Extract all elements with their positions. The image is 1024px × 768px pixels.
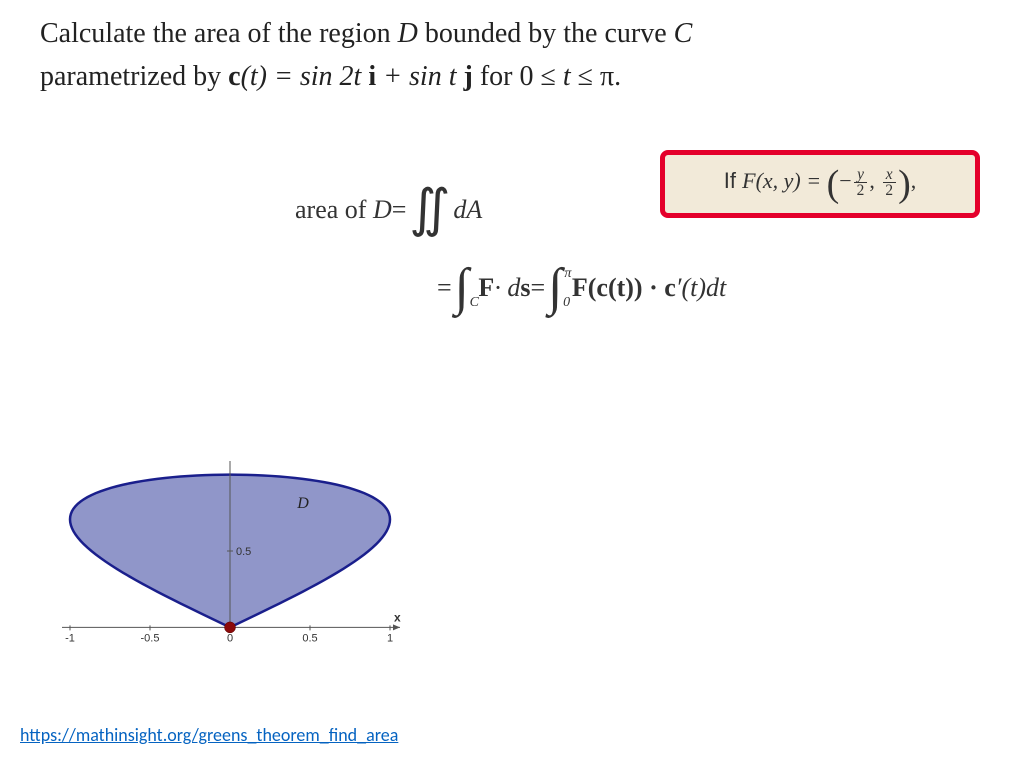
text: (x, y) = (756, 168, 827, 193)
text: for 0 ≤ (473, 61, 563, 92)
problem-statement: Calculate the area of the region D bound… (40, 12, 984, 99)
equals: = (437, 273, 452, 303)
var-D: D (398, 18, 418, 49)
vec-i: i (361, 61, 376, 92)
text: area of (295, 195, 366, 225)
equals: = (392, 195, 407, 225)
var-t: t (563, 61, 571, 92)
var-F: F (742, 168, 755, 193)
svg-text:1: 1 (387, 632, 393, 644)
source-link[interactable]: https://mathinsight.org/greens_theorem_f… (20, 724, 398, 746)
var-C: C (674, 18, 693, 49)
svg-text:0.5: 0.5 (302, 632, 317, 644)
comma: , (869, 168, 880, 193)
text: ≤ π. (571, 61, 622, 92)
text: parametrized by (40, 61, 228, 92)
text: ′(t)dt (676, 273, 726, 303)
paren-open: ( (827, 163, 840, 205)
text: If (724, 168, 742, 193)
paren-close: ) (898, 163, 911, 205)
text: (c(t)) · c (588, 273, 676, 303)
fraction: x2 (882, 167, 896, 199)
trail: , (911, 168, 917, 193)
region-diagram: -1 -0.5 0 0.5 1 0.5 x D (30, 455, 410, 665)
var-D: D (373, 195, 392, 225)
neg: − (839, 168, 851, 193)
text: · d (494, 273, 520, 303)
vec-F: F (572, 273, 588, 303)
svg-text:-1: -1 (65, 632, 75, 644)
text: (t) = sin 2t (241, 61, 362, 92)
equation-line-1: area of D = ∬ dA (295, 180, 726, 240)
integral-icon: ∫C (452, 272, 472, 303)
svg-text:0.5: 0.5 (236, 546, 251, 558)
equation-line-2: = ∫C F · ds = ∫0π F(c(t)) · c′(t)dt (437, 258, 726, 318)
integral-icon: ∫0π (545, 272, 565, 303)
text: bounded by the curve (418, 18, 674, 49)
svg-text:x: x (394, 610, 401, 624)
vec-F: F (478, 273, 494, 303)
double-integral-icon: ∬ (406, 194, 453, 225)
equation-block: area of D = ∬ dA = ∫C F · ds = ∫0π F(c(t… (295, 180, 726, 336)
dA: dA (453, 195, 482, 225)
vec-c: c (228, 61, 240, 92)
svg-text:D: D (296, 495, 309, 512)
vec-j: j (456, 61, 472, 92)
equals: = (530, 273, 545, 303)
text: + sin t (376, 61, 456, 92)
text: Calculate the area of the region (40, 18, 398, 49)
svg-text:0: 0 (227, 632, 233, 644)
vec-s: s (520, 273, 530, 303)
svg-text:-0.5: -0.5 (141, 632, 160, 644)
fraction: y2 (854, 167, 868, 199)
